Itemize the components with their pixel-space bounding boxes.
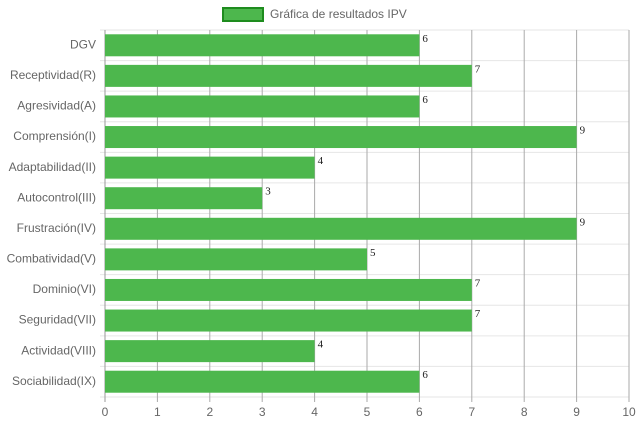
value-label: 9 bbox=[580, 216, 586, 228]
bar bbox=[105, 187, 263, 210]
value-label: 6 bbox=[422, 33, 428, 45]
value-label: 6 bbox=[422, 94, 428, 106]
x-tick-label: 7 bbox=[468, 405, 475, 419]
value-label: 7 bbox=[475, 308, 481, 320]
y-tick-label: Frustración(IV) bbox=[17, 221, 96, 235]
bar bbox=[105, 34, 420, 57]
value-label: 4 bbox=[318, 339, 324, 351]
x-tick-label: 3 bbox=[259, 405, 266, 419]
y-tick-label: DGV bbox=[70, 37, 96, 51]
bar bbox=[105, 340, 315, 363]
x-tick-label: 8 bbox=[521, 405, 528, 419]
y-tick-label: Comprensión(I) bbox=[13, 129, 96, 143]
y-tick-label: Autocontrol(III) bbox=[17, 190, 96, 204]
bar bbox=[105, 217, 577, 240]
legend-label: Gráfica de resultados IPV bbox=[270, 7, 407, 21]
bar bbox=[105, 278, 472, 301]
value-label: 7 bbox=[475, 63, 481, 75]
x-tick-label: 2 bbox=[206, 405, 213, 419]
value-label: 3 bbox=[265, 186, 271, 198]
value-label: 7 bbox=[475, 277, 481, 289]
bar bbox=[105, 126, 577, 149]
x-tick-label: 5 bbox=[364, 405, 371, 419]
bar bbox=[105, 156, 315, 179]
y-tick-label: Adaptabilidad(II) bbox=[9, 160, 96, 174]
y-tick-label: Dominio(VI) bbox=[33, 282, 96, 296]
legend-swatch bbox=[222, 7, 264, 22]
x-tick-label: 9 bbox=[573, 405, 580, 419]
value-label: 6 bbox=[422, 369, 428, 381]
value-label: 9 bbox=[580, 125, 586, 137]
bar bbox=[105, 64, 472, 87]
y-tick-label: Sociabilidad(IX) bbox=[12, 374, 96, 388]
bar bbox=[105, 248, 367, 271]
bar bbox=[105, 370, 420, 393]
x-tick-label: 0 bbox=[102, 405, 109, 419]
x-tick-label: 10 bbox=[622, 405, 636, 419]
x-tick-label: 4 bbox=[311, 405, 318, 419]
y-tick-label: Seguridad(VII) bbox=[19, 313, 96, 327]
y-tick-label: Receptividad(R) bbox=[10, 68, 96, 82]
bar bbox=[105, 95, 420, 118]
x-tick-label: 6 bbox=[416, 405, 423, 419]
y-tick-label: Actividad(VIII) bbox=[21, 343, 96, 357]
value-label: 4 bbox=[318, 155, 324, 167]
value-label: 5 bbox=[370, 247, 376, 259]
x-tick-label: 1 bbox=[154, 405, 161, 419]
bar bbox=[105, 309, 472, 332]
y-tick-label: Agresividad(A) bbox=[17, 99, 96, 113]
y-tick-label: Combatividad(V) bbox=[7, 252, 96, 266]
